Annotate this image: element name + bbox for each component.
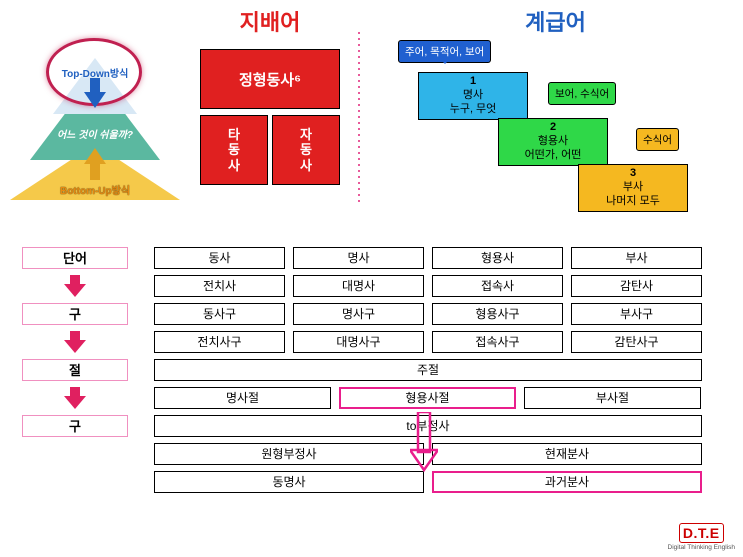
arrow-down-icon — [84, 78, 106, 110]
cell: 명사 — [293, 247, 424, 269]
cell: 대명사구 — [293, 331, 424, 353]
callout-complement: 보어, 수식어 — [548, 82, 616, 105]
class-section: 계급어 주어, 목적어, 보어 .class-area .callout:nth… — [368, 0, 743, 215]
class-title: 계급어 — [368, 5, 743, 37]
stair-label2: 나머지 모두 — [579, 195, 687, 209]
callout-subject: 주어, 목적어, 보어 — [398, 40, 491, 63]
stair-num: 3 — [579, 167, 687, 181]
cell: 형용사 — [432, 247, 563, 269]
logo: D.T.E Digital Thinking English — [668, 523, 735, 551]
pyramid-bottom-label: Bottom-Up방식 — [10, 182, 180, 197]
stair-label2: 누구, 무엇 — [419, 103, 527, 117]
cell: 전치사 — [154, 275, 285, 297]
label-word: 단어 — [22, 247, 128, 269]
govern-box-main: 정형동사⁶ — [200, 49, 340, 109]
cell: 접속사구 — [432, 331, 563, 353]
govern-box-transitive: 타동사 — [200, 115, 268, 185]
stair-label2: 어떤가, 어떤 — [499, 149, 607, 163]
cell: 부사절 — [524, 387, 701, 409]
pyramid-diagram: Top-Down방식 어느 것이 쉬울까? Bottom-Up방식 — [0, 0, 190, 215]
cell: 감탄사구 — [571, 331, 702, 353]
pyramid-mid-label: 어느 것이 쉬울까? — [10, 126, 180, 141]
stair-label1: 명사 — [419, 89, 527, 103]
cell: 현재분사 — [432, 443, 702, 465]
cell: 부사 — [571, 247, 702, 269]
govern-title: 지배어 — [190, 5, 350, 37]
flow-arrow-icon — [22, 275, 128, 297]
cell: 주절 — [154, 359, 702, 381]
flow-arrow-icon — [22, 387, 128, 409]
stair-noun: 1 명사 누구, 무엇 — [418, 72, 528, 120]
logo-sub: Digital Thinking English — [668, 544, 735, 551]
arrow-up-icon — [84, 148, 106, 180]
cell: 명사절 — [154, 387, 331, 409]
stair-label1: 부사 — [579, 181, 687, 195]
cell-highlighted: 과거분사 — [432, 471, 702, 493]
cell: 부사구 — [571, 303, 702, 325]
stair-adjective: 2 형용사 어떤가, 어떤 — [498, 118, 608, 166]
highlight-arrow-icon — [410, 412, 438, 472]
logo-main: D.T.E — [679, 523, 724, 543]
cell: 원형부정사 — [154, 443, 424, 465]
label-clause: 절 — [22, 359, 128, 381]
stair-num: 1 — [419, 75, 527, 89]
flow-arrow-icon — [22, 331, 128, 353]
cell: 동명사 — [154, 471, 424, 493]
section-divider — [356, 30, 362, 205]
cell: 동사구 — [154, 303, 285, 325]
cell: 감탄사 — [571, 275, 702, 297]
cell: 접속사 — [432, 275, 563, 297]
stair-adverb: 3 부사 나머지 모두 — [578, 164, 688, 212]
callout-modifier: 수식어 — [636, 128, 679, 151]
label-phrase2: 구 — [22, 415, 128, 437]
cell: 형용사구 — [432, 303, 563, 325]
label-phrase: 구 — [22, 303, 128, 325]
govern-box-intransitive: 자동사 — [272, 115, 340, 185]
stair-label1: 형용사 — [499, 135, 607, 149]
cell: 전치사구 — [154, 331, 285, 353]
cell-highlighted: 형용사절 — [339, 387, 516, 409]
govern-section: 지배어 정형동사⁶ 타동사 자동사 — [190, 0, 350, 215]
stair-num: 2 — [499, 121, 607, 135]
grammar-grid: 단어 동사 명사 형용사 부사 전치사 대명사 접속사 감탄사 구 동사구 명사… — [22, 246, 722, 498]
cell: 명사구 — [293, 303, 424, 325]
cell: 동사 — [154, 247, 285, 269]
cell: 대명사 — [293, 275, 424, 297]
